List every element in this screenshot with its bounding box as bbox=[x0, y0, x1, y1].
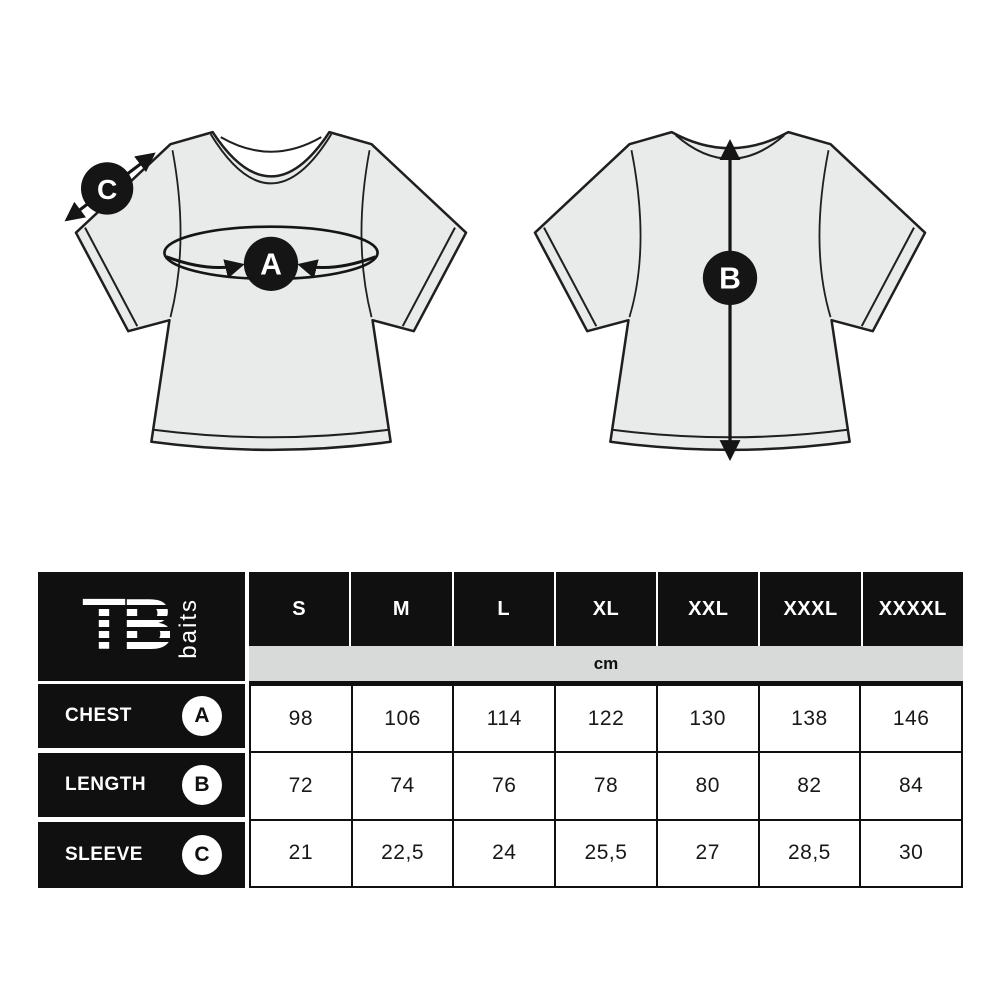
size-header-xxl: XXL bbox=[658, 572, 759, 646]
sleeve-value-m: 22,5 bbox=[352, 820, 453, 886]
chest-label: CHEST bbox=[65, 705, 132, 726]
sleeve-badge: C bbox=[182, 835, 222, 875]
length-value-s: 72 bbox=[251, 753, 351, 819]
measurement-grid: 98 106 114 122 130 138 146 72 74 76 78 8… bbox=[249, 684, 963, 888]
size-header-xxxl: XXXL bbox=[760, 572, 861, 646]
row-label-length: LENGTH B bbox=[38, 753, 245, 817]
chest-measure-annotation: A bbox=[163, 225, 379, 291]
badge-b-circle bbox=[702, 250, 758, 306]
badge-b-label: B bbox=[719, 262, 741, 295]
badge-a-label: A bbox=[260, 248, 282, 281]
sleeve-value-xxl: 27 bbox=[657, 820, 758, 886]
chest-value-xxxxl: 146 bbox=[861, 686, 961, 752]
chest-value-s: 98 bbox=[251, 686, 351, 752]
sleeve-value-xxxxl: 30 bbox=[861, 820, 961, 886]
length-value-xl: 78 bbox=[556, 753, 656, 819]
chest-value-l: 114 bbox=[454, 686, 555, 752]
front-shirt-diagram: A C bbox=[64, 130, 468, 452]
row-label-chest: CHEST A bbox=[38, 684, 245, 748]
badge-c-label: C bbox=[97, 174, 117, 205]
size-header-m: M bbox=[351, 572, 452, 646]
length-badge: B bbox=[182, 765, 222, 805]
sleeve-measure-annotation: C bbox=[64, 152, 156, 222]
unit-band: cm bbox=[249, 646, 963, 684]
logo-tb-text: TB bbox=[82, 584, 174, 665]
sleeve-value-s: 21 bbox=[251, 820, 351, 886]
sleeve-value-l: 24 bbox=[454, 820, 555, 886]
size-header-xl: XL bbox=[555, 572, 657, 646]
length-value-xxxxl: 84 bbox=[861, 753, 961, 819]
sleeve-value-xl: 25,5 bbox=[556, 820, 656, 886]
back-shirt-diagram: B bbox=[533, 130, 927, 462]
chest-value-xl: 122 bbox=[556, 686, 656, 752]
chest-value-xxl: 130 bbox=[657, 686, 758, 752]
length-label: LENGTH bbox=[65, 774, 147, 795]
size-header-l: L bbox=[453, 572, 554, 646]
size-header-s: S bbox=[249, 572, 350, 646]
chest-value-xxxl: 138 bbox=[759, 686, 860, 752]
length-value-xxxl: 82 bbox=[759, 753, 860, 819]
size-table: TB baits S M L XL XXL XXXL XXXXL cm CHES… bbox=[38, 572, 963, 888]
badge-c-circle bbox=[80, 162, 134, 215]
unit-label: cm bbox=[593, 653, 619, 673]
badge-a-circle bbox=[243, 236, 299, 291]
length-value-xxl: 80 bbox=[657, 753, 758, 819]
sleeve-label: SLEEVE bbox=[65, 844, 143, 865]
size-header-xxxxl: XXXXL bbox=[862, 572, 963, 646]
sleeve-value-xxxl: 28,5 bbox=[759, 820, 860, 886]
size-header-row: S M L XL XXL XXXL XXXXL bbox=[249, 572, 963, 646]
brand-logo: TB baits bbox=[38, 572, 245, 681]
logo-baits-text: baits bbox=[174, 598, 202, 659]
chest-badge: A bbox=[182, 696, 222, 736]
length-measure-annotation: B bbox=[702, 139, 758, 462]
length-value-l: 76 bbox=[454, 753, 555, 819]
length-value-m: 74 bbox=[352, 753, 453, 819]
chest-value-m: 106 bbox=[352, 686, 453, 752]
row-label-sleeve: SLEEVE C bbox=[38, 822, 245, 888]
